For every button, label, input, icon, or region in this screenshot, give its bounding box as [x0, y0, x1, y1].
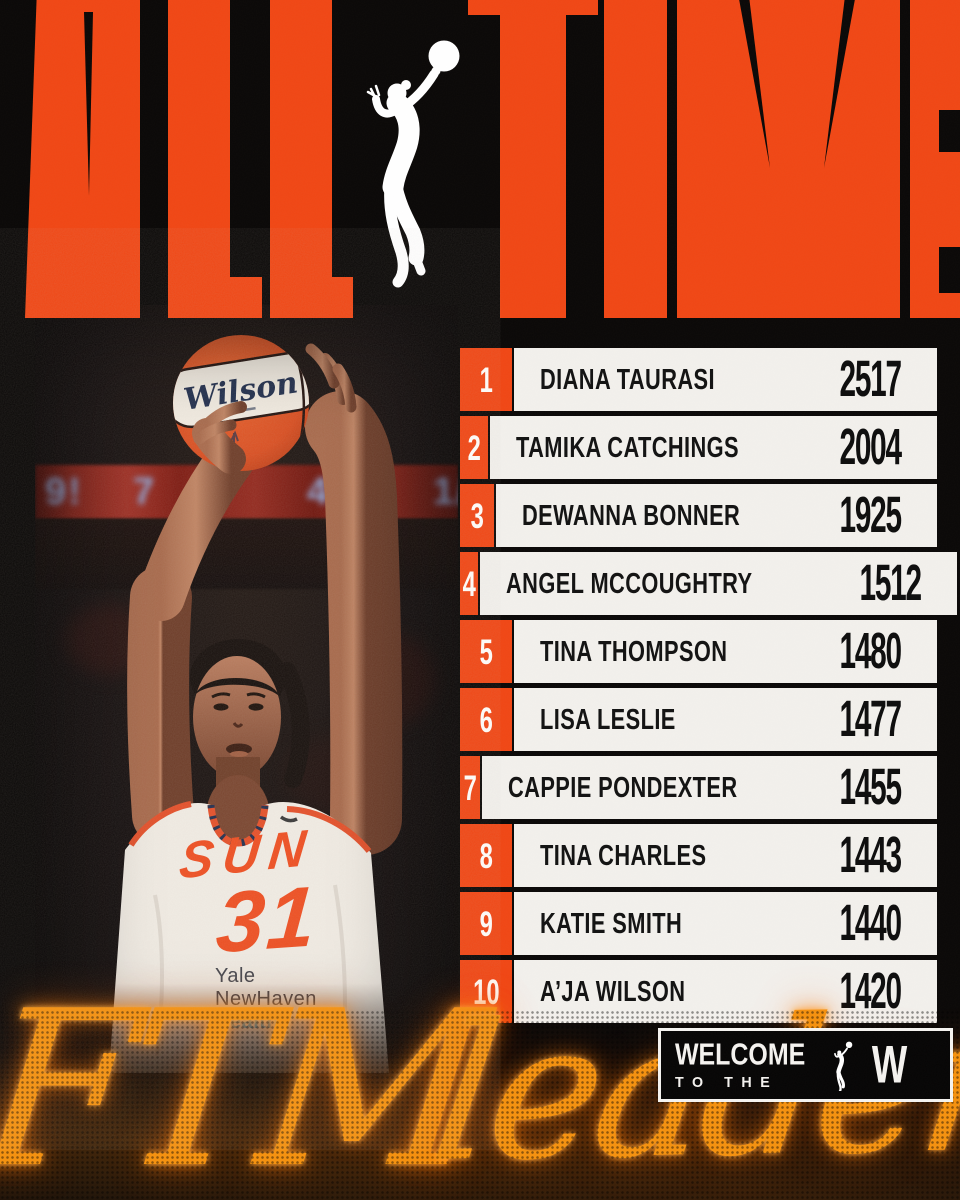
player-cell: KATIE SMITH 1440	[514, 892, 937, 955]
table-row: 9 KATIE SMITH 1440	[460, 892, 937, 955]
player-cell: LISA LESLIE 1477	[514, 688, 937, 751]
eye	[248, 703, 264, 711]
player-value: 1440	[839, 895, 902, 952]
left-upper-arm	[127, 566, 194, 846]
player-value: 1480	[839, 623, 902, 680]
player-name: ANGEL MCCOUGHTRY	[506, 567, 753, 599]
rank-cell: 2	[460, 416, 489, 479]
player-name: TINA THOMPSON	[540, 635, 728, 667]
wnba-logo	[366, 40, 460, 288]
table-row: 6 LISA LESLIE 1477	[460, 688, 937, 751]
player-cell: TINA CHARLES 1443	[514, 824, 937, 887]
lower-lip	[230, 751, 248, 757]
rank-number: 8	[479, 834, 493, 875]
player-cell: ANGEL MCCOUGHTRY 1512	[480, 552, 958, 615]
rank-cell: 1	[460, 348, 512, 411]
player-name: DIANA TAURASI	[540, 363, 715, 395]
player-cell: TINA THOMPSON 1480	[514, 620, 937, 683]
ftm-leaderboard: 1 DIANA TAURASI 2517 2 TAMIKA CATCHINGS …	[460, 348, 958, 1023]
player-cell: TAMIKA CATCHINGS 2004	[490, 416, 937, 479]
rank-number: 3	[470, 494, 484, 535]
player-name: DEWANNA BONNER	[522, 499, 741, 531]
neon-word-ftm: FTM	[0, 964, 491, 1200]
rank-cell: 9	[460, 892, 512, 955]
rank-number: 2	[467, 426, 481, 467]
table-row: 1 DIANA TAURASI 2517	[460, 348, 937, 411]
braid	[278, 662, 310, 788]
badge-w-letter: W	[871, 1035, 908, 1095]
player-name: TINA CHARLES	[540, 839, 707, 871]
player-value: 1443	[839, 827, 902, 884]
table-row: 7 CAPPIE PONDEXTER 1455	[460, 756, 937, 819]
player-name: LISA LESLIE	[540, 703, 676, 735]
player-name: TAMIKA CATCHINGS	[516, 431, 740, 463]
player-name: KATIE SMITH	[540, 907, 683, 939]
table-row: 8 TINA CHARLES 1443	[460, 824, 937, 887]
rank-cell: 3	[460, 484, 495, 547]
rank-cell: 8	[460, 824, 512, 887]
rank-number: 9	[479, 902, 493, 943]
headline-word-time	[468, 0, 960, 318]
player-photo: 9! 7 4 1/	[35, 305, 458, 1073]
rank-cell: 5	[460, 620, 512, 683]
player-cell: DIANA TAURASI 2517	[514, 348, 937, 411]
player-value: 2517	[839, 351, 902, 408]
rank-number: 1	[479, 358, 493, 399]
rank-number: 5	[479, 630, 493, 671]
player-name: CAPPIE PONDEXTER	[507, 771, 738, 803]
welcome-line1: WELCOME	[675, 1038, 806, 1072]
eye	[213, 703, 229, 711]
headline	[25, 0, 960, 318]
left-forearm	[137, 435, 255, 621]
player-cell: CAPPIE PONDEXTER 1455	[481, 756, 937, 819]
welcome-line2: TO THE	[675, 1074, 779, 1091]
right-arm	[305, 391, 403, 855]
table-row: 5 TINA THOMPSON 1480	[460, 620, 937, 683]
welcome-badge: WELCOME TO THE W	[658, 1028, 953, 1102]
table-row: 3 DEWANNA BONNER 1925	[460, 484, 937, 547]
player-value: 1455	[839, 759, 902, 816]
player-value: 1925	[839, 487, 902, 544]
wnba-logo-small	[834, 1041, 853, 1091]
headline-word-all	[25, 0, 353, 318]
player-value: 1477	[839, 691, 902, 748]
table-row: 4 ANGEL MCCOUGHTRY 1512	[460, 552, 958, 615]
player-value: 2004	[839, 419, 902, 476]
rank-number: 6	[479, 698, 493, 739]
rank-cell: 7	[460, 756, 480, 819]
rank-number: 4	[462, 562, 476, 603]
rank-cell: 4	[460, 552, 479, 615]
jersey-number: 31	[213, 868, 321, 972]
rank-cell: 6	[460, 688, 512, 751]
table-row: 2 TAMIKA CATCHINGS 2004	[460, 416, 937, 479]
welcome-text-block: WELCOME TO THE	[675, 1038, 825, 1091]
player-cell: DEWANNA BONNER 1925	[496, 484, 937, 547]
player-value: 1512	[859, 555, 922, 612]
rank-number: 7	[463, 766, 477, 807]
